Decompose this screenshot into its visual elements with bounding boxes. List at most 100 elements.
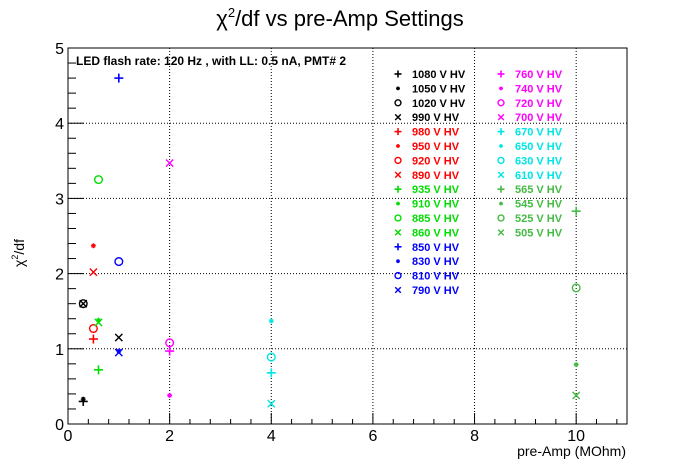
data-point [114,348,123,357]
legend-marker [394,243,402,251]
data-point [93,365,103,375]
legend-label: 790 V HV [412,285,460,297]
legend-marker [499,144,503,148]
legend-marker [497,156,505,165]
data-point [114,257,124,267]
chart-title: χ2/df vs pre-Amp Settings [216,5,463,31]
data-point [88,323,98,334]
legend-label: 920 V HV [412,155,460,167]
legend: 1080 V HV 1050 V HV 1020 V HV 990 V HV 980 V… [394,69,563,297]
legend-label: 1020 V HV [412,98,466,110]
legend-marker [394,214,402,222]
legend-label: 505 V HV [515,227,563,239]
plot-frame [67,47,628,425]
legend-marker [394,70,402,78]
legend-marker [394,229,402,236]
data-point [571,206,581,216]
legend-marker [497,128,505,136]
y-tick-label: 2 [55,267,64,284]
data-point [266,368,276,378]
legend-marker [497,171,505,179]
data-point [571,283,581,293]
chart-title-rest: /df vs pre-Amp Settings [235,6,464,31]
legend-marker [394,171,402,179]
legend-label: 740 V HV [515,83,563,95]
y-tick-label: 3 [55,191,64,208]
legend-label: 990 V HV [412,112,460,124]
legend-label: 830 V HV [412,256,460,268]
legend-marker [396,86,400,91]
legend-label: 860 V HV [412,227,460,239]
legend-label: 980 V HV [412,127,460,139]
data-point [165,158,174,168]
chart-title-chi: χ [216,6,228,31]
legend-label: 700 V HV [515,112,563,124]
legend-label: 1050 V HV [412,83,466,95]
y-tick-label: 5 [55,41,64,58]
legend-marker [394,99,402,107]
data-point [573,362,579,368]
legend-marker [394,128,402,136]
legend-label: 630 V HV [515,155,563,167]
legend-label: 525 V HV [515,213,563,225]
legend-label: 950 V HV [412,141,460,153]
data-point [78,299,88,309]
axis-ticks [67,47,618,425]
legend-marker [394,286,402,294]
y-axis-label-rest: /df [11,239,27,255]
legend-label: 890 V HV [412,170,460,182]
legend-marker [396,201,400,206]
chart-subtitle: LED flash rate: 120 Hz , with LL: 0.5 nA… [76,54,346,68]
legend-label: 650 V HV [515,141,563,153]
data-point [79,299,88,308]
y-tick-label: 0 [55,417,64,434]
x-axis-label: pre-Amp (MOhm) [517,443,626,459]
data-point [267,399,276,408]
x-tick-label: 4 [267,428,276,445]
legend-marker [396,259,400,264]
legend-marker [394,271,402,280]
grid-lines [68,48,627,424]
chart-title-sup: 2 [228,5,235,20]
data-point [167,392,173,398]
data-point [572,391,581,400]
legend-marker [497,214,505,222]
legend-marker [499,86,503,91]
legend-label: 910 V HV [412,199,460,211]
y-axis-label-sup: 2 [10,255,20,260]
data-point [114,333,123,342]
legend-marker [394,113,402,121]
x-tick-label: 8 [470,428,479,445]
legend-marker [497,70,505,78]
x-tick-label: 6 [368,428,377,445]
y-tick-label: 1 [55,342,64,359]
legend-marker [497,99,505,107]
legend-marker [499,201,503,206]
data-point [93,175,104,185]
data-point [165,346,175,356]
legend-marker [396,144,400,148]
data-point [114,73,124,83]
legend-label: 670 V HV [515,127,563,139]
legend-marker [394,185,402,193]
legend-label: 850 V HV [412,242,460,254]
y-axis-label: χ2/df [10,239,27,267]
x-tick-label: 0 [64,428,73,445]
legend-label: 760 V HV [515,69,563,81]
legend-label: 565 V HV [515,184,563,196]
legend-marker [497,185,505,193]
data-point [80,396,86,402]
data-point [268,318,274,324]
legend-label: 935 V HV [412,184,460,196]
x-tick-label: 2 [165,428,174,445]
legend-marker [497,229,505,236]
x-tick-label: 10 [567,428,585,445]
data-point [94,318,103,327]
data-point [266,352,276,362]
axis-tick-labels: 0 2 4 6 8 10 0 1 2 3 4 5 [55,41,585,445]
legend-label: 1080 V HV [412,69,466,81]
legend-marker [497,113,505,121]
data-point [88,334,98,344]
data-point [89,268,98,277]
